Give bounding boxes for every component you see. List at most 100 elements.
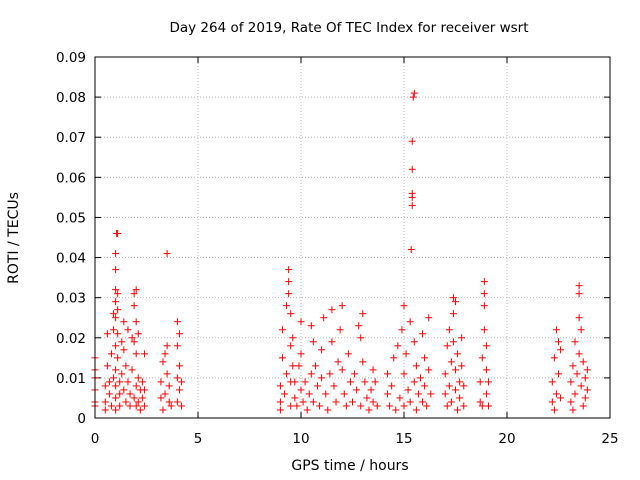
data-point xyxy=(367,386,375,394)
data-point xyxy=(452,298,459,306)
data-point xyxy=(388,382,396,390)
data-point xyxy=(355,322,363,330)
x-tick-labels: 0 5 10 15 20 25 xyxy=(91,431,619,447)
data-point xyxy=(480,302,488,310)
plot-frame xyxy=(94,56,611,419)
data-point xyxy=(112,250,120,258)
data-point xyxy=(132,350,140,358)
grid xyxy=(95,57,610,418)
data-point xyxy=(305,390,313,398)
data-point xyxy=(134,398,142,406)
data-point xyxy=(406,398,414,406)
data-point xyxy=(163,250,171,258)
data-point xyxy=(423,402,431,410)
data-point xyxy=(140,350,148,358)
data-point xyxy=(130,290,138,298)
data-point xyxy=(575,282,583,290)
x-tick-label: 0 xyxy=(91,431,100,447)
data-point xyxy=(340,390,348,398)
data-point xyxy=(297,386,305,394)
data-point xyxy=(178,378,186,386)
data-point xyxy=(460,402,468,410)
data-point xyxy=(408,189,416,197)
data-point xyxy=(338,366,346,374)
data-point xyxy=(557,394,565,402)
data-point xyxy=(289,334,297,342)
data-point xyxy=(307,322,315,330)
y-tick-label: 0.02 xyxy=(56,331,86,347)
data-point xyxy=(579,358,587,366)
y-tick-label: 0.05 xyxy=(56,210,86,226)
data-point xyxy=(332,398,340,406)
data-point xyxy=(307,370,315,378)
data-point xyxy=(276,398,284,406)
data-point xyxy=(346,378,354,386)
data-point xyxy=(112,314,120,322)
data-point xyxy=(110,310,118,318)
data-point xyxy=(441,370,449,378)
data-point xyxy=(400,370,408,378)
data-point xyxy=(301,378,309,386)
data-point xyxy=(583,366,591,374)
data-point xyxy=(361,378,369,386)
data-point xyxy=(550,354,558,362)
data-point xyxy=(482,390,490,398)
data-point xyxy=(577,382,585,390)
data-point xyxy=(581,374,589,382)
data-point xyxy=(159,358,167,366)
data-point xyxy=(287,342,295,350)
data-point xyxy=(114,306,122,314)
data-point xyxy=(445,382,453,390)
data-point xyxy=(295,362,303,370)
data-point xyxy=(299,398,307,406)
data-point xyxy=(419,398,427,406)
data-point xyxy=(103,330,111,338)
data-point xyxy=(408,201,416,209)
data-point xyxy=(128,334,136,342)
data-point xyxy=(569,362,577,370)
data-point xyxy=(101,398,109,406)
data-point xyxy=(460,382,468,390)
data-point xyxy=(161,350,169,358)
data-point xyxy=(555,338,562,346)
data-point xyxy=(369,398,377,406)
data-point xyxy=(443,342,451,350)
axis-ticks xyxy=(94,56,611,419)
chart-title: Day 264 of 2019, Rate Of TEC Index for r… xyxy=(169,20,528,36)
data-point xyxy=(454,350,462,358)
data-point xyxy=(404,386,412,394)
data-point xyxy=(482,342,490,350)
data-point xyxy=(452,366,459,374)
data-point xyxy=(287,310,295,318)
data-point xyxy=(326,370,334,378)
data-point xyxy=(297,318,305,326)
data-point xyxy=(330,382,338,390)
data-point xyxy=(167,402,175,410)
data-point xyxy=(449,310,457,318)
data-point xyxy=(371,378,379,386)
data-point xyxy=(449,294,457,302)
data-point xyxy=(105,390,113,398)
data-point xyxy=(410,89,418,97)
data-point xyxy=(112,298,120,306)
data-point xyxy=(132,286,140,294)
data-point xyxy=(414,390,422,398)
data-point xyxy=(552,326,560,334)
data-point xyxy=(400,302,408,310)
data-point xyxy=(408,137,416,145)
data-point xyxy=(289,362,297,370)
data-point xyxy=(297,350,305,358)
data-point xyxy=(105,378,113,386)
data-point xyxy=(369,366,377,374)
data-point xyxy=(287,402,295,410)
data-point xyxy=(134,374,142,382)
data-point xyxy=(454,406,462,414)
data-point xyxy=(112,394,120,402)
data-point xyxy=(359,358,367,366)
data-point xyxy=(569,406,577,414)
data-point xyxy=(134,330,142,338)
data-point xyxy=(291,394,299,402)
x-tick-label: 5 xyxy=(194,431,203,447)
data-point xyxy=(128,366,136,374)
data-point xyxy=(285,290,293,298)
